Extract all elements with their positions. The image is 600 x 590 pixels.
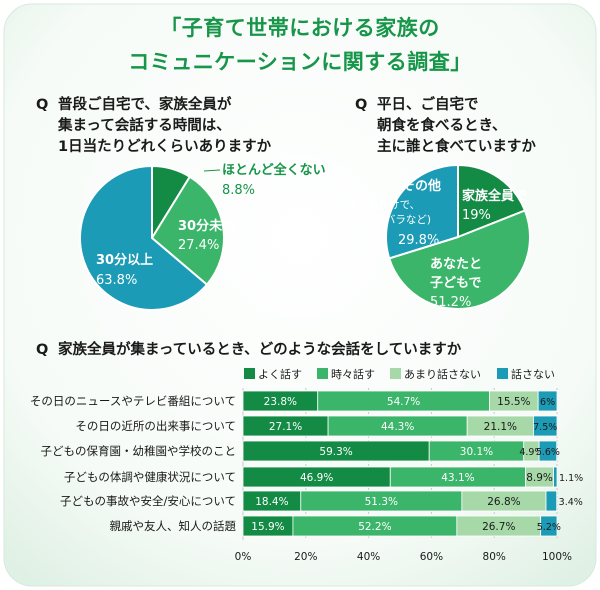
bar-row4-label1: 46.9% [300, 472, 333, 484]
legend-label-4: 話さない [511, 367, 555, 381]
question-1-line1: 普段ご自宅で、家族全員が [58, 97, 232, 113]
pie2-label-3a: その他 [402, 178, 441, 194]
x-tick-2: 40% [357, 551, 380, 563]
pie2-label-1: 家族全員で [462, 188, 527, 204]
question-1-label: Q [36, 97, 49, 113]
legend-label-2: 時々話す [331, 367, 375, 381]
bar-row3-label1: 59.3% [319, 446, 352, 458]
bar-row2-label4: 7.5% [533, 422, 557, 433]
bar-row6-seg4 [540, 515, 558, 537]
x-tick-1: 20% [294, 551, 317, 563]
bar-row5-label4: 3.4% [559, 497, 583, 508]
question-2: Q 平日、ご自宅で 朝食を食べるとき、 主に誰と食べていますか [355, 95, 536, 158]
bar-row4-seg4 [553, 466, 558, 488]
question-3: Q 家族全員が集まっているとき、どのような会話をしていますか [36, 340, 461, 361]
bar-row2-label2: 44.3% [381, 421, 414, 433]
bar-row5-seg4 [545, 490, 558, 512]
x-tick-3: 60% [420, 551, 443, 563]
bar-row1-label1: 23.8% [264, 396, 297, 408]
x-tick-4: 80% [483, 551, 506, 563]
question-2-line2: 朝食を食べるとき、 [377, 118, 507, 134]
question-1-line3: 1日当たりどれくらいありますか [58, 139, 272, 155]
category-label-2: その日の近所の出来事について [75, 419, 236, 433]
category-label-4: 子どもの体調や健康状況について [64, 470, 236, 484]
pie1-slice-2 [150, 175, 225, 286]
legend-swatch-3 [390, 368, 401, 379]
pie1-value-3: 63.8% [96, 273, 137, 288]
pie1-slices [79, 164, 225, 311]
pie2-label-2a: あなたと [430, 257, 482, 272]
bar-row4-label4: 1.1% [559, 473, 583, 484]
pie2-label-3c: 全員バラバラなど) [343, 213, 431, 226]
pie2-slice-2 [387, 209, 531, 311]
pie2-label-2b: 子どもで [430, 276, 481, 291]
pie2-value-1: 19% [462, 208, 491, 223]
question-2-label: Q [355, 97, 368, 113]
bar-row2-label1: 27.1% [269, 421, 302, 433]
question-1: Q 普段ご自宅で、家族全員が 集まって会話する時間は、 1日当たりどれくらいありま… [36, 95, 271, 158]
pie1-label-1: ほとんど全くない [222, 162, 326, 178]
pie2-slices [385, 163, 531, 311]
bar-row3-label2: 30.1% [460, 446, 493, 458]
question-2-line3: 主に誰と食べていますか [377, 139, 536, 155]
legend-swatch-1 [244, 368, 255, 379]
legend-swatch-2 [317, 368, 328, 379]
bar-row1-label2: 54.7% [387, 396, 420, 408]
question-3-label: Q [36, 342, 49, 358]
x-tick-0: 0% [235, 551, 252, 563]
legend-label-3: あまり話さない [404, 367, 481, 381]
pie1-slice-3 [79, 164, 209, 311]
category-label-6: 親戚や友人、知人の話題 [110, 519, 237, 533]
pie2-label-3b: (子どもだけで、 [343, 199, 420, 211]
pie1-label-3: 30分以上 [96, 252, 153, 268]
pie1-leader-line [203, 169, 221, 172]
bar-row4-label3: 8.9% [526, 472, 553, 484]
pie2-value-2: 51.2% [430, 295, 471, 310]
chart-title-line2: コミュニケーションに関する調査」 [128, 50, 472, 74]
bar-gridlines [242, 388, 558, 540]
category-label-3: 子どもの保育園・幼稚園や学校のこと [41, 444, 237, 458]
pie2-slice-3 [385, 163, 459, 260]
question-1-line2: 集まって会話する時間は、 [58, 118, 231, 134]
bar-row6-label3: 26.7% [482, 521, 515, 533]
bar-row3-label3: 4.9% [519, 447, 543, 458]
pie1-value-2: 27.4% [178, 238, 219, 253]
pie2-slice-1 [457, 163, 527, 239]
x-tick-5: 100% [542, 551, 572, 563]
bar-row2-label3: 21.1% [484, 421, 517, 433]
question-2-line1: 平日、ご自宅で [377, 97, 479, 113]
bar-row5-label1: 18.4% [255, 496, 288, 508]
legend-label-1: よく話す [258, 367, 302, 381]
bar-row6-label2: 52.2% [358, 521, 391, 533]
question-3-line1: 家族全員が集まっているとき、どのような会話をしていますか [58, 342, 462, 358]
category-label-1: その日のニュースやテレビ番組について [30, 394, 236, 408]
pie1-value-1: 8.8% [222, 183, 255, 198]
bar-row1-seg4 [537, 390, 558, 412]
bar-row3-seg4 [538, 440, 558, 462]
bar-row1-label4: 6% [540, 397, 555, 408]
bar-row3-label4: 5.6% [536, 447, 560, 458]
bar-row6-label4: 5.2% [537, 522, 561, 533]
chart-title-line1: 「子育て世帯における家族の [160, 16, 440, 40]
bar-row6-label1: 15.9% [251, 521, 284, 533]
bar-row5-label3: 26.8% [487, 496, 520, 508]
bar-row2-seg4 [533, 415, 558, 437]
bar-row4-label2: 43.1% [441, 472, 474, 484]
bar-row5-label2: 51.3% [365, 496, 398, 508]
legend-swatch-4 [497, 368, 508, 379]
category-label-5: 子どもの事故や安全/安心について [60, 494, 236, 508]
bar-row1-label3: 15.5% [497, 396, 530, 408]
pie1-label-2: 30分未満 [178, 218, 235, 234]
pie2-value-3: 29.8% [398, 233, 439, 248]
